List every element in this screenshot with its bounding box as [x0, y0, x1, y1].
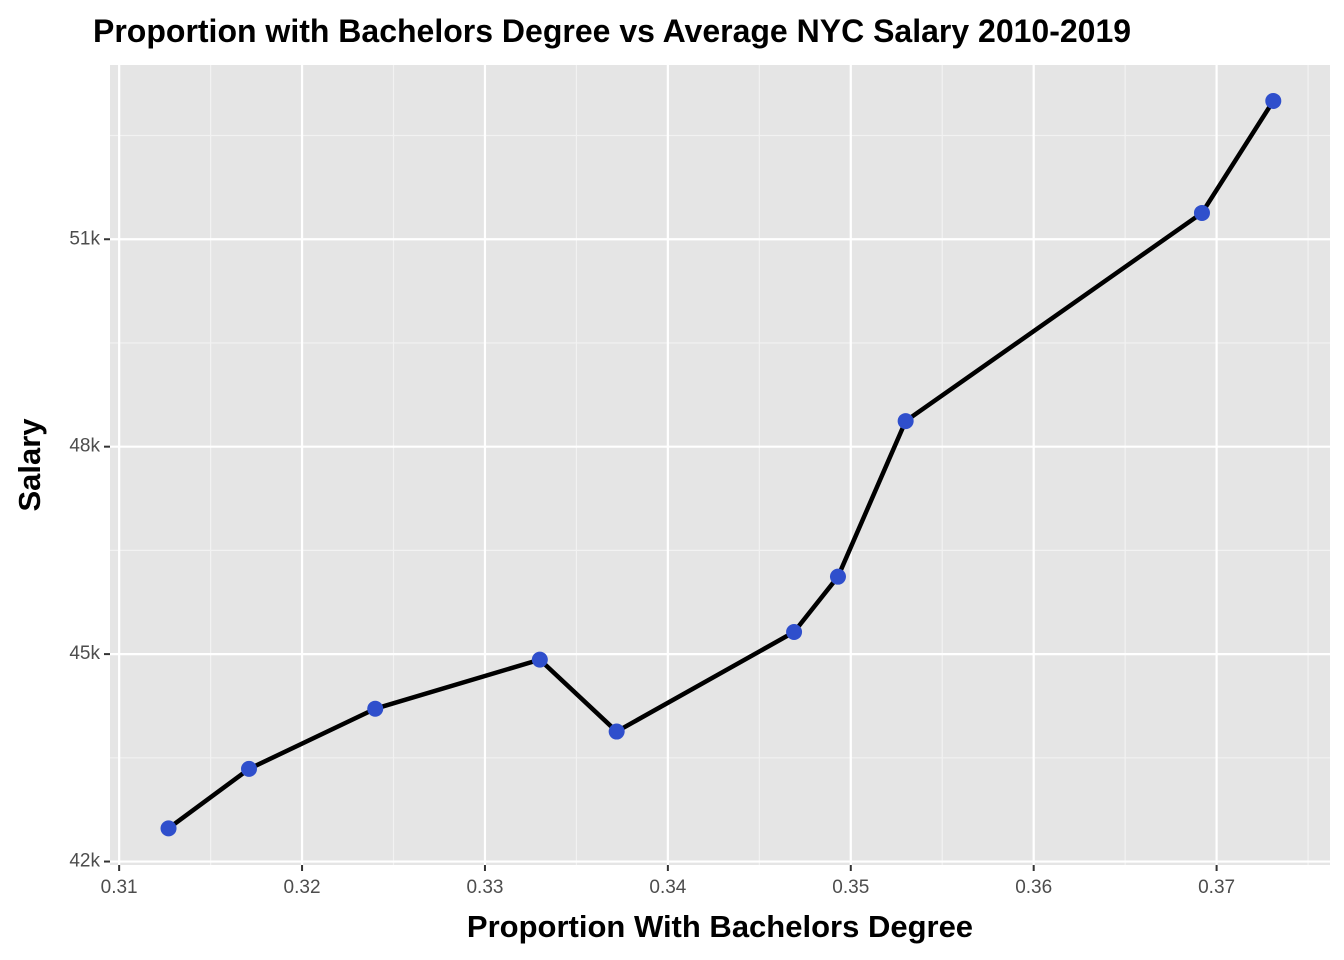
x-tick-label: 0.36 [1015, 877, 1052, 898]
point [367, 700, 384, 717]
y-axis-title: Salary [12, 418, 47, 512]
point [531, 651, 548, 668]
point [786, 623, 803, 640]
chart-title: Proportion with Bachelors Degree vs Aver… [93, 13, 1131, 49]
line [167, 99, 1276, 831]
y-tick-label: 51k [69, 228, 100, 249]
x-axis-title: Proportion With Bachelors Degree [467, 909, 973, 944]
x-tick-label: 0.31 [101, 877, 138, 898]
x-tick-label: 0.37 [1198, 877, 1235, 898]
x-tick-label: 0.35 [832, 877, 869, 898]
x-tick-label: 0.32 [284, 877, 321, 898]
point [829, 568, 846, 585]
point [160, 820, 177, 837]
point [1193, 204, 1210, 221]
point [608, 723, 625, 740]
x-tick-label: 0.33 [466, 877, 503, 898]
y-tick-label: 45k [69, 643, 100, 664]
point [241, 760, 258, 777]
point [897, 413, 914, 430]
y-tick-label: 48k [69, 436, 100, 457]
point [1265, 92, 1282, 109]
plot-panel [110, 65, 1330, 865]
y-tick-label: 42k [69, 851, 100, 872]
x-tick-label: 0.34 [649, 877, 686, 898]
